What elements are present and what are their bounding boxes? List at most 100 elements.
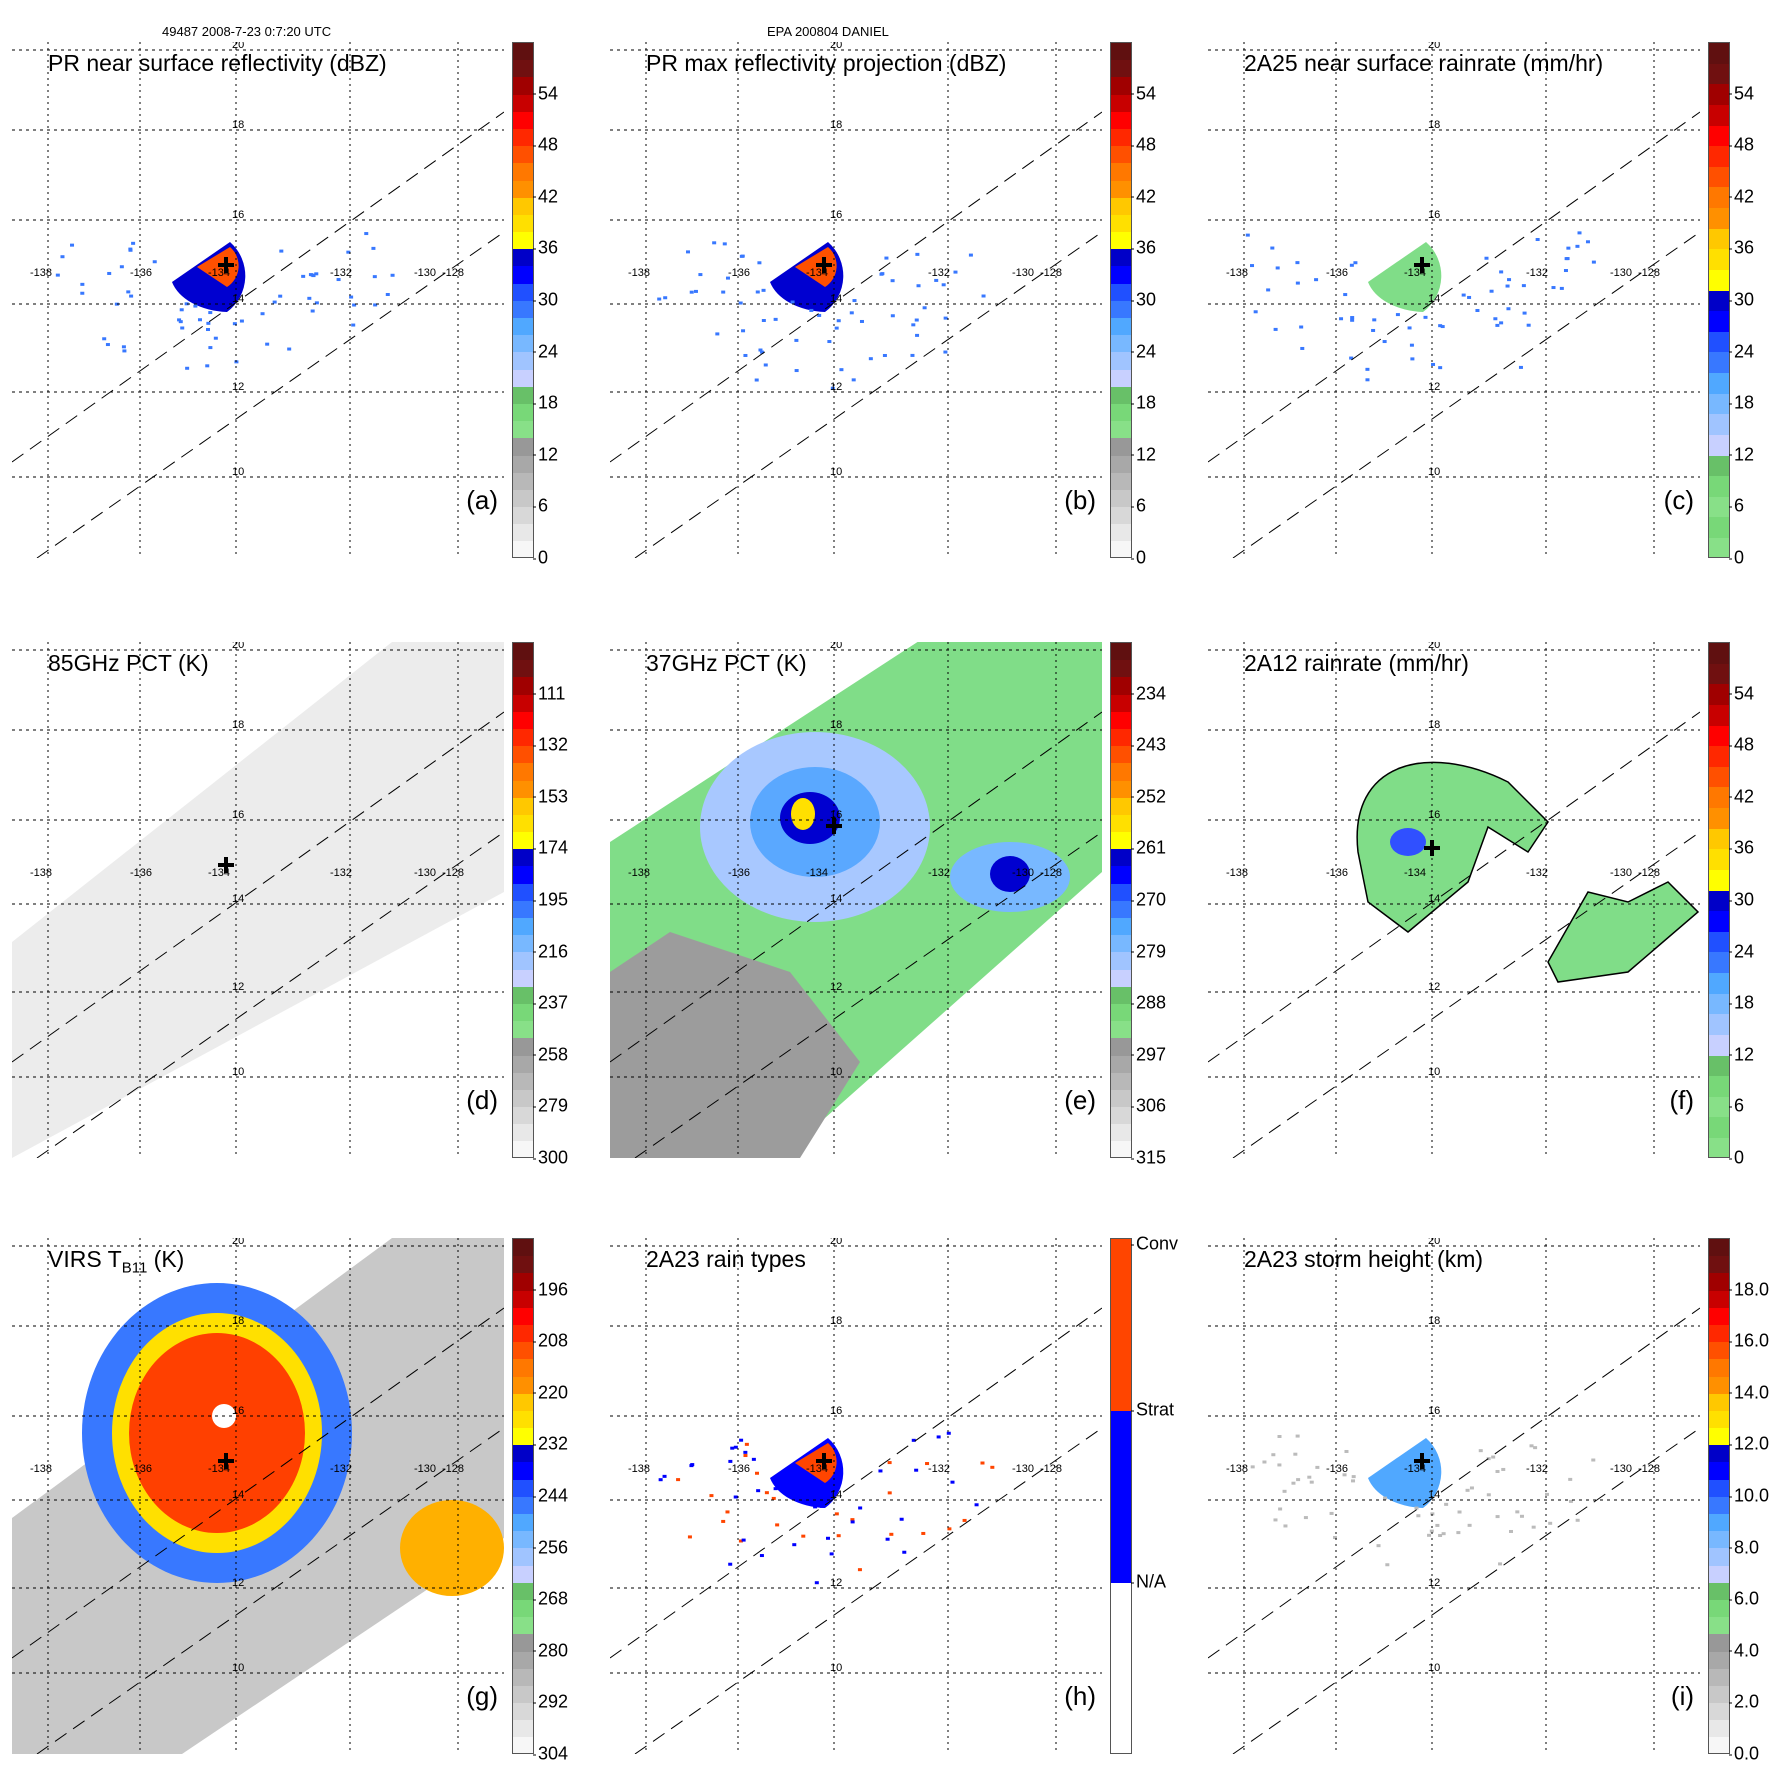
panel-d: -138 -136 -134 -132 -130 -128 20 18 16 14 12 10 85GH… — [12, 642, 572, 1182]
echo-pixel — [761, 288, 766, 292]
latitude-label: 16 — [830, 209, 842, 221]
colorbar-segment — [1709, 373, 1729, 394]
echo-pixel — [773, 317, 778, 321]
colorbar-tick-label: 30 — [1728, 289, 1755, 310]
echo-pixel — [743, 1450, 748, 1454]
latitude-label: 14 — [232, 293, 244, 305]
colorbar-segment — [1709, 725, 1729, 747]
echo-pixel — [754, 378, 759, 382]
colorbar-segment — [1709, 993, 1729, 1015]
colorbar-segment — [1111, 60, 1131, 78]
colorbar-segment — [513, 918, 533, 936]
panel-letter: (b) — [1064, 485, 1096, 515]
echo-pixel — [102, 337, 107, 341]
colorbar-segment — [1111, 814, 1131, 833]
colorbar-segment — [1709, 1720, 1729, 1738]
echo-pixel — [826, 1536, 831, 1540]
echo-pixel — [1383, 1496, 1388, 1500]
echo-pixel — [1489, 289, 1494, 293]
colorbar-segment — [1709, 1055, 1729, 1077]
latitude-label: 14 — [232, 1489, 244, 1501]
colorbar-segment — [1709, 290, 1729, 312]
colorbar-segment — [513, 1141, 533, 1157]
longitude-label: -130 — [1610, 267, 1632, 279]
echo-pixel — [1441, 1532, 1446, 1536]
panel-c: -138 -136 -134 -132 -130 -128 20 18 16 14 12 10 2A25… — [1208, 42, 1768, 582]
colorbar-tick-label: 18 — [1728, 992, 1755, 1013]
echo-pixel — [915, 252, 920, 256]
echo-pixel — [1295, 261, 1300, 265]
latitude-label: 18 — [232, 119, 244, 131]
latitude-label: 16 — [232, 809, 244, 821]
echo-pixel — [887, 1461, 892, 1465]
echo-pixel — [307, 296, 312, 300]
echo-pixel — [910, 353, 915, 357]
echo-pixel — [1339, 317, 1344, 321]
colorbar-segment — [1111, 489, 1131, 508]
colorbar-tick-label: 288 — [1130, 992, 1167, 1013]
echo-pixel — [278, 294, 283, 298]
echo-pixel — [1382, 340, 1387, 344]
echo-pixel — [836, 1534, 841, 1538]
echo-pixel — [1410, 357, 1415, 361]
echo-pixel — [287, 347, 292, 351]
echo-pixel — [739, 1438, 744, 1442]
echo-pixel — [756, 1489, 761, 1493]
latitude-label: 20 — [232, 42, 244, 51]
colorbar-segment — [1111, 300, 1131, 318]
colorbar-tick-label: 12.0 — [1728, 1433, 1770, 1454]
echo-pixel — [879, 272, 884, 276]
colorbar-tick-label: 216 — [532, 941, 569, 962]
echo-pixel — [1484, 256, 1489, 260]
colorbar-segment — [1111, 1124, 1131, 1142]
colorbar-segment — [1709, 766, 1729, 788]
colorbar-segment — [1709, 1307, 1729, 1325]
echo-pixel — [947, 1527, 952, 1531]
longitude-label: -128 — [1638, 1463, 1660, 1475]
colorbar-segment — [513, 1410, 533, 1429]
colorbar-segment — [1111, 472, 1131, 490]
colorbar-segment — [1709, 1376, 1729, 1394]
echo-pixel — [107, 271, 112, 275]
latitude-label: 12 — [1428, 1577, 1440, 1589]
echo-pixel — [817, 313, 822, 317]
colorbar-segment — [1111, 438, 1131, 456]
echo-pixel — [1309, 1480, 1314, 1484]
echo-pixel — [690, 1463, 695, 1467]
longitude-label: -132 — [1526, 1463, 1548, 1475]
colorbar-tick-label: 280 — [532, 1640, 569, 1661]
colorbar-segment — [1709, 1685, 1729, 1704]
longitude-label: -132 — [330, 867, 352, 879]
echo-pixel — [763, 363, 768, 367]
echo-pixel — [1499, 270, 1504, 274]
colorbar-segment — [1111, 1021, 1131, 1039]
swath-edge — [634, 831, 1102, 1158]
longitude-label: -130 — [414, 867, 436, 879]
colorbar-segment — [1111, 952, 1131, 970]
swath-edge — [634, 231, 1102, 558]
colorbar-tick-label: 208 — [532, 1330, 569, 1351]
panel-letter: (g) — [466, 1681, 498, 1711]
echo-pixel — [1566, 246, 1571, 250]
longitude-label: -128 — [1040, 867, 1062, 879]
panel-letter: (a) — [466, 485, 498, 515]
map-h: -138 -136 -134 -132 -130 -128 20 18 16 14 12 10 — [610, 1238, 1102, 1754]
latitude-label: 14 — [1428, 293, 1440, 305]
echo-pixel — [1414, 1506, 1419, 1510]
echo-pixel — [55, 273, 60, 277]
colorbar-segment — [1709, 187, 1729, 208]
colorbar-segment — [1709, 476, 1729, 497]
colorbar-segment — [1709, 890, 1729, 912]
panel-letter: (c) — [1663, 485, 1694, 515]
echo-pixel — [819, 1504, 824, 1508]
map-b: -138 -136 -134 -132 -130 -128 20 18 16 14 12 10 — [610, 42, 1102, 558]
colorbar-segment — [1111, 1411, 1131, 1583]
swath-edge — [634, 1427, 1102, 1754]
echo-pixel — [1438, 366, 1443, 370]
storm-center-marker — [1414, 1453, 1430, 1469]
colorbar-tick-label: 24 — [1728, 341, 1755, 362]
colorbar-segment — [1709, 104, 1729, 126]
longitude-label: -138 — [30, 867, 52, 879]
colorbar-tick-label: 6.0 — [1728, 1588, 1760, 1609]
